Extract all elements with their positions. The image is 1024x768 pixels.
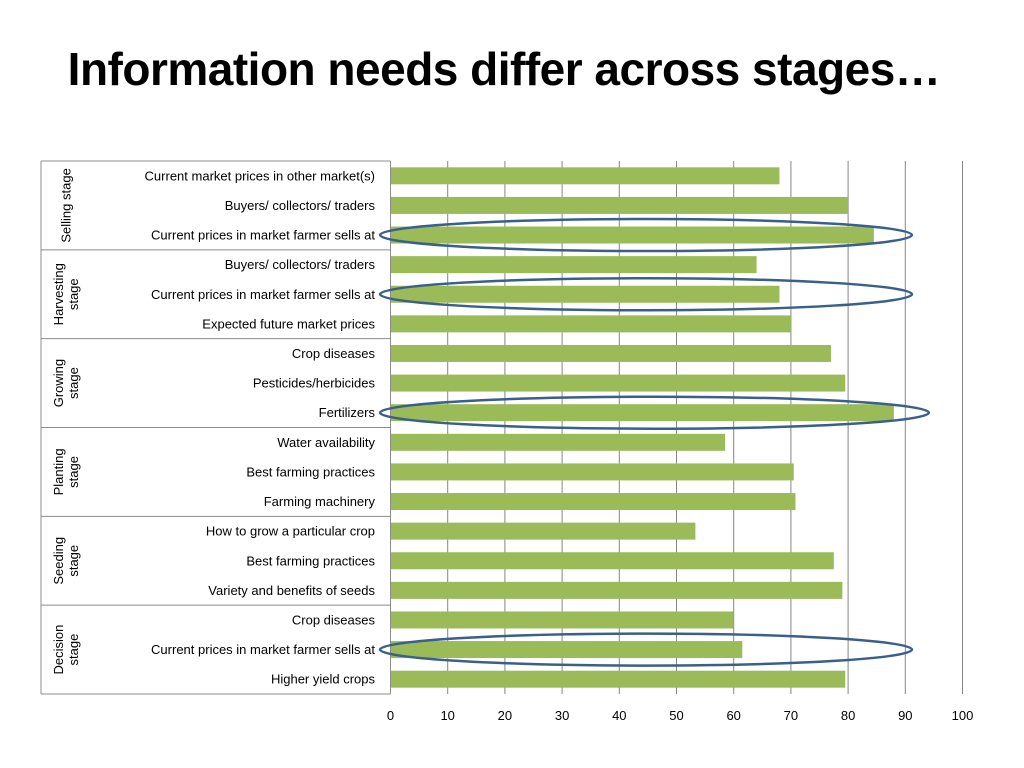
- x-tick-label: 0: [387, 708, 394, 723]
- stage-label: Harvesting stage: [51, 263, 81, 325]
- highlight-ellipse: [378, 632, 914, 667]
- bar: [391, 404, 894, 422]
- x-tick-label: 100: [952, 708, 974, 723]
- bar: [391, 315, 791, 333]
- stage-label-line: stage: [66, 456, 81, 488]
- stage-label-line: Decision: [51, 625, 66, 675]
- category-label: How to grow a particular crop: [206, 524, 375, 539]
- category-label: Buyers/ collectors/ traders: [225, 198, 376, 213]
- stage-label-line: stage: [66, 367, 81, 399]
- x-axis-tick-labels: 0 10 20 30 40 50 60 70 80 90 100: [387, 708, 973, 723]
- category-label: Pesticides/herbicides: [253, 376, 376, 391]
- bar: [391, 167, 780, 185]
- bar: [391, 226, 874, 244]
- category-label: Variety and benefits of seeds: [208, 583, 375, 598]
- highlight-ellipses: [378, 217, 931, 667]
- x-tick-label: 90: [898, 708, 912, 723]
- stage-label: Decision stage: [51, 625, 81, 675]
- stage-label: Planting stage: [51, 448, 81, 495]
- category-label: Buyers/ collectors/ traders: [225, 257, 376, 272]
- x-tick-label: 10: [440, 708, 454, 723]
- category-label: Current prices in market farmer sells at: [151, 287, 375, 302]
- stage-label: Seeding stage: [51, 537, 81, 585]
- stage-label-line: stage: [66, 545, 81, 577]
- bar: [391, 670, 846, 688]
- stage-label-line: Planting: [51, 448, 66, 495]
- x-tick-label: 80: [841, 708, 855, 723]
- category-label: Fertilizers: [319, 405, 376, 420]
- bar: [391, 581, 843, 599]
- stage-label-line: Selling stage: [59, 168, 74, 242]
- bar: [391, 463, 794, 481]
- bar: [391, 344, 831, 362]
- category-label: Best farming practices: [246, 553, 375, 568]
- x-tick-label: 40: [612, 708, 626, 723]
- stage-label: Growing stage: [51, 359, 81, 407]
- category-label: Best farming practices: [246, 464, 375, 479]
- bar: [391, 522, 696, 540]
- slide-title: Information needs differ across stages…: [67, 43, 941, 95]
- highlight-ellipse: [378, 395, 931, 430]
- category-label: Crop diseases: [292, 612, 376, 627]
- bar: [391, 641, 743, 659]
- stage-label-line: Harvesting: [51, 263, 66, 325]
- bars: [391, 167, 894, 688]
- stage-label-line: stage: [66, 278, 81, 310]
- x-tick-label: 70: [784, 708, 798, 723]
- bar: [391, 552, 834, 570]
- bar: [391, 433, 726, 451]
- category-label: Crop diseases: [292, 346, 376, 361]
- stage-label-line: Seeding: [51, 537, 66, 585]
- category-label: Water availability: [277, 435, 375, 450]
- highlight-ellipse: [378, 217, 914, 253]
- stage-label-line: Growing: [51, 359, 66, 407]
- bar: [391, 196, 849, 214]
- category-label: Farming machinery: [264, 494, 376, 509]
- x-tick-label: 20: [498, 708, 512, 723]
- category-labels: Current market prices in other market(s)…: [145, 168, 376, 686]
- category-label: Current prices in market farmer sells at: [151, 642, 375, 657]
- bar: [391, 493, 796, 511]
- bar: [391, 256, 757, 274]
- highlight-ellipse: [378, 277, 914, 312]
- stage-label-line: stage: [66, 634, 81, 666]
- category-axis-frame: [40, 160, 391, 695]
- x-tick-label: 50: [669, 708, 683, 723]
- bar: [391, 611, 734, 629]
- x-tick-label: 30: [555, 708, 569, 723]
- category-label: Higher yield crops: [271, 672, 376, 687]
- x-tick-label: 60: [726, 708, 740, 723]
- category-label: Expected future market prices: [202, 316, 375, 331]
- bar: [391, 285, 780, 303]
- stage-label: Selling stage: [59, 168, 74, 242]
- category-label: Current market prices in other market(s): [145, 168, 375, 183]
- category-label: Current prices in market farmer sells at: [151, 228, 375, 243]
- bar: [391, 374, 846, 392]
